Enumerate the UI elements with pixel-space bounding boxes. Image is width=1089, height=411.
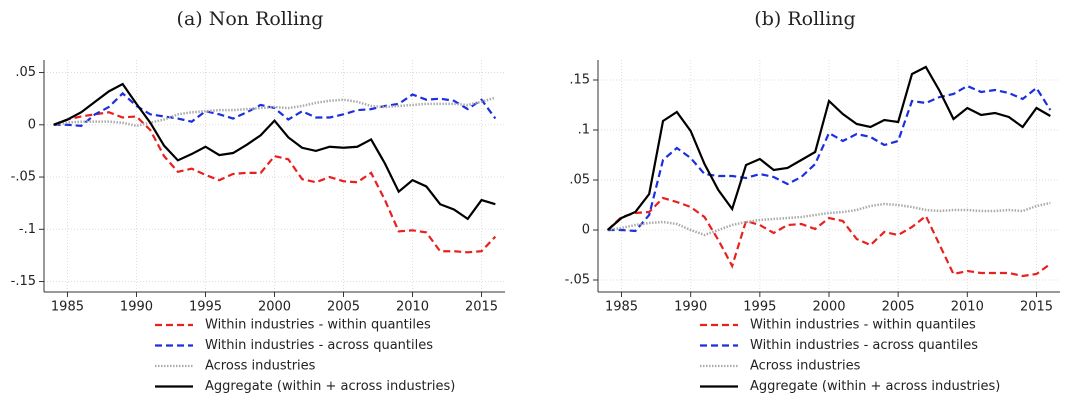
x-tick-label: 2010	[951, 300, 984, 315]
series-line	[607, 84, 1052, 233]
y-tick-label: .05	[569, 173, 590, 188]
series-line	[53, 82, 496, 221]
y-tick-label: -.1	[19, 222, 36, 237]
x-tick-label: 1990	[120, 300, 153, 315]
legend-label: Across industries	[205, 359, 316, 374]
y-tick-label: .15	[569, 73, 590, 88]
x-tick-label: 1995	[189, 300, 222, 315]
x-tick-label: 1990	[674, 300, 707, 315]
x-tick-label: 1985	[605, 300, 638, 315]
series-line	[53, 96, 496, 128]
series-line	[607, 201, 1051, 237]
x-tick-label: 2000	[812, 300, 845, 315]
x-tick-label: 2000	[258, 300, 291, 315]
series-line	[606, 196, 1051, 278]
y-tick-label: .1	[578, 123, 590, 138]
legend-label: Within industries - within quantiles	[205, 318, 431, 333]
y-tick-label: -.05	[11, 170, 36, 185]
x-tick-label: 1995	[743, 300, 776, 315]
legend-label: Within industries - across quantiles	[205, 338, 433, 353]
legend-label: Aggregate (within + across industries)	[205, 379, 455, 394]
chart-title: (a) Non Rolling	[177, 8, 324, 30]
x-tick-label: 2005	[327, 300, 360, 315]
series-line	[606, 65, 1051, 231]
x-tick-label: 1985	[51, 300, 84, 315]
chart: (a) Non Rolling .05 0 -.05 -.1 -.15 1985 1990 19…	[11, 8, 505, 394]
legend-label: Within industries - across quantiles	[750, 338, 978, 353]
y-tick-label: 0	[582, 223, 590, 238]
x-tick-label: 2015	[465, 300, 498, 315]
y-tick-label: -.15	[11, 274, 36, 289]
y-tick-label: 0	[28, 117, 36, 132]
chart: (b) Rolling .15 .1 .05 0 -.05 1985 1990 1995 2000…	[565, 8, 1060, 394]
legend-label: Aggregate (within + across industries)	[750, 379, 1000, 394]
y-tick-label: .05	[15, 65, 36, 80]
legend-label: Across industries	[750, 359, 861, 374]
legend-label: Within industries - within quantiles	[750, 318, 976, 333]
chart-title: (b) Rolling	[754, 8, 855, 30]
x-tick-label: 2010	[396, 300, 429, 315]
series-line	[53, 111, 497, 254]
x-tick-label: 2005	[882, 300, 915, 315]
y-tick-label: -.05	[565, 273, 590, 288]
x-tick-label: 2015	[1020, 300, 1053, 315]
